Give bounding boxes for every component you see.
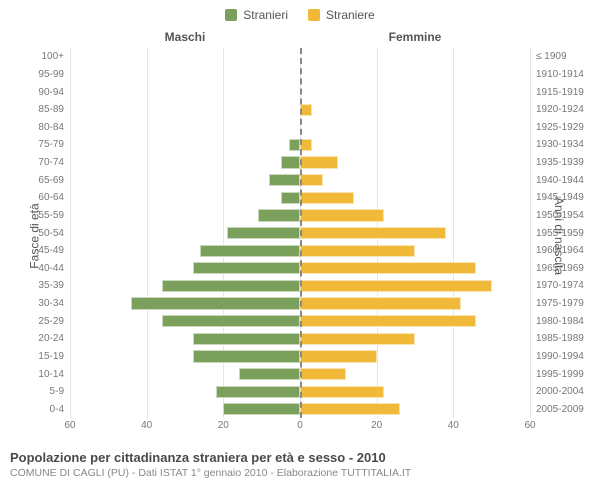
bar-female [300,174,323,186]
bar-female [300,297,461,309]
birth-year-label: 1915-1919 [530,87,594,98]
bar-male [239,368,300,380]
x-axis: 6040200204060 [70,420,530,434]
birth-year-label: 1990-1994 [530,351,594,362]
bar-male [269,174,300,186]
birth-year-label: ≤ 1909 [530,51,594,62]
legend-label-female: Straniere [326,8,375,22]
age-label: 0-4 [10,404,70,415]
birth-year-label: 1910-1914 [530,69,594,80]
bar-female [300,227,446,239]
birth-year-label: 1960-1964 [530,245,594,256]
age-label: 45-49 [10,245,70,256]
bar-female [300,333,415,345]
column-headers: Maschi Femmine [70,30,530,44]
age-label: 30-34 [10,298,70,309]
chart-title: Popolazione per cittadinanza straniera p… [10,450,590,465]
x-tick: 60 [524,420,535,431]
age-label: 60-64 [10,192,70,203]
bar-male [200,245,300,257]
legend-item-female: Straniere [308,8,375,22]
bar-male [162,280,300,292]
birth-year-label: 2000-2004 [530,386,594,397]
age-label: 40-44 [10,263,70,274]
x-tick: 40 [141,420,152,431]
birth-year-label: 1935-1939 [530,157,594,168]
age-label: 25-29 [10,316,70,327]
bar-female [300,315,476,327]
legend: Stranieri Straniere [0,0,600,26]
header-male: Maschi [70,30,300,44]
center-divider [300,48,302,418]
bar-male [281,156,300,168]
legend-swatch-female [308,9,320,21]
bar-female [300,245,415,257]
bar-female [300,156,338,168]
age-label: 80-84 [10,122,70,133]
birth-year-label: 1995-1999 [530,369,594,380]
bar-male [162,315,300,327]
age-label: 55-59 [10,210,70,221]
birth-year-label: 1970-1974 [530,280,594,291]
bar-female [300,192,354,204]
x-tick: 0 [297,420,303,431]
bar-female [300,368,346,380]
age-label: 50-54 [10,228,70,239]
bar-male [289,139,301,151]
birth-year-label: 1950-1954 [530,210,594,221]
x-tick: 60 [64,420,75,431]
birth-year-label: 1945-1949 [530,192,594,203]
legend-swatch-male [225,9,237,21]
birth-year-label: 2005-2009 [530,404,594,415]
age-label: 5-9 [10,386,70,397]
age-label: 75-79 [10,139,70,150]
pyramid-chart: Maschi Femmine Fasce di età Anni di nasc… [0,26,600,446]
bar-female [300,403,400,415]
bar-female [300,350,377,362]
x-tick: 20 [218,420,229,431]
age-label: 85-89 [10,104,70,115]
bar-male [131,297,300,309]
birth-year-label: 1965-1969 [530,263,594,274]
legend-label-male: Stranieri [243,8,288,22]
age-label: 95-99 [10,69,70,80]
birth-year-label: 1930-1934 [530,139,594,150]
birth-year-label: 1975-1979 [530,298,594,309]
bar-male [193,350,300,362]
age-label: 70-74 [10,157,70,168]
bar-male [216,386,300,398]
age-label: 15-19 [10,351,70,362]
age-label: 35-39 [10,280,70,291]
x-tick: 20 [371,420,382,431]
bar-male [227,227,300,239]
age-label: 90-94 [10,87,70,98]
bar-female [300,386,384,398]
bar-male [193,262,300,274]
chart-footer: Popolazione per cittadinanza straniera p… [0,446,600,479]
birth-year-label: 1955-1959 [530,228,594,239]
birth-year-label: 1980-1984 [530,316,594,327]
chart-subtitle: COMUNE DI CAGLI (PU) - Dati ISTAT 1° gen… [10,467,590,479]
age-label: 100+ [10,51,70,62]
age-label: 20-24 [10,333,70,344]
plot-area: 100+≤ 190995-991910-191490-941915-191985… [70,48,530,418]
bar-male [258,209,300,221]
header-female: Femmine [300,30,530,44]
age-label: 10-14 [10,369,70,380]
birth-year-label: 1925-1929 [530,122,594,133]
age-label: 65-69 [10,175,70,186]
birth-year-label: 1985-1989 [530,333,594,344]
birth-year-label: 1920-1924 [530,104,594,115]
bar-female [300,280,492,292]
legend-item-male: Stranieri [225,8,288,22]
bar-male [193,333,300,345]
bar-female [300,262,476,274]
bar-female [300,209,384,221]
bar-male [281,192,300,204]
bar-male [223,403,300,415]
birth-year-label: 1940-1944 [530,175,594,186]
x-tick: 40 [448,420,459,431]
